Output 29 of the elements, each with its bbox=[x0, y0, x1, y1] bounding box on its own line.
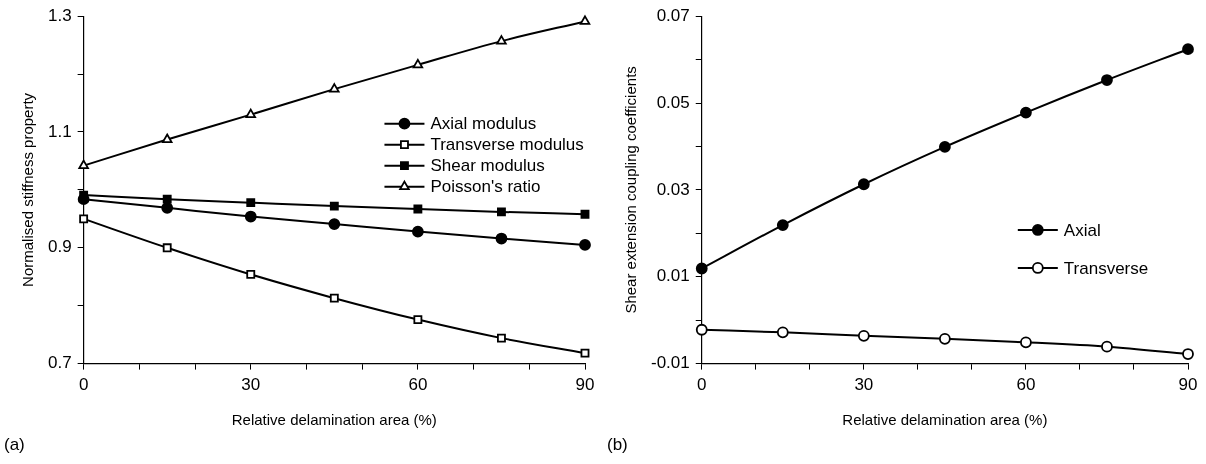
legend-label: Poisson's ratio bbox=[430, 177, 541, 197]
y-tick-label: -0.01 bbox=[651, 353, 690, 373]
y-tick-label: 0.01 bbox=[656, 266, 690, 286]
y-tick-label: 1.3 bbox=[47, 5, 72, 25]
legend-label: Shear modulus bbox=[430, 156, 545, 176]
legend-label: Transverse modulus bbox=[430, 135, 584, 155]
x-axis-title: Relative delamination area (%) bbox=[842, 411, 1048, 429]
x-axis-title: Relative delamination area (%) bbox=[231, 411, 437, 429]
legend-label: Transverse bbox=[1063, 258, 1149, 278]
text: (b) bbox=[607, 435, 628, 454]
x-tick-label: 0 bbox=[697, 375, 707, 395]
y-tick-label: 0.9 bbox=[47, 237, 72, 257]
y-tick-label: 0.05 bbox=[656, 92, 690, 112]
x-tick-label: 60 bbox=[408, 375, 428, 395]
x-tick-label: 0 bbox=[78, 375, 89, 395]
y-tick-label: 0.03 bbox=[656, 179, 690, 199]
legend-label: Axial modulus bbox=[430, 114, 537, 134]
y-tick-label: 0.07 bbox=[656, 5, 690, 25]
legend-label: Axial bbox=[1063, 220, 1101, 240]
x-tick-label: 30 bbox=[241, 375, 261, 395]
text: (a) bbox=[4, 435, 25, 454]
y-tick-label: 1.1 bbox=[47, 121, 72, 141]
x-tick-label: 90 bbox=[1178, 375, 1198, 395]
y-axis-title: Shear extension coupling coefficients bbox=[622, 66, 640, 314]
y-axis-title: Normalised stiffness property bbox=[19, 92, 37, 287]
x-tick-label: 60 bbox=[1016, 375, 1036, 395]
x-tick-label: 30 bbox=[854, 375, 874, 395]
y-tick-label: 0.7 bbox=[47, 353, 72, 373]
x-tick-label: 90 bbox=[575, 375, 595, 395]
